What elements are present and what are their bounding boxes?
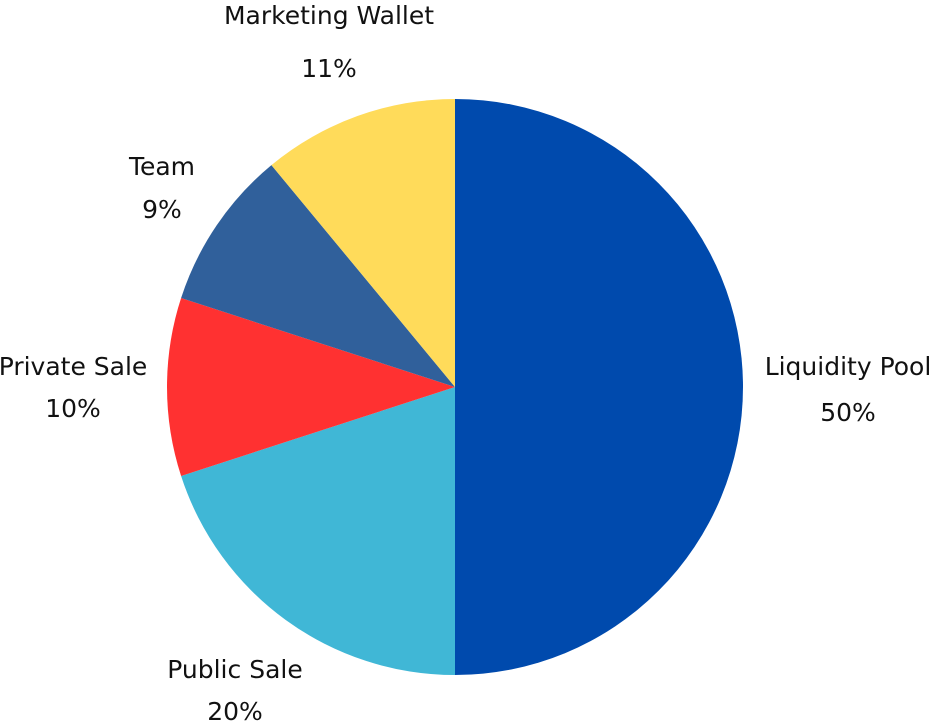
pie-slices (167, 99, 743, 675)
slice-label-liquidity-pool: Liquidity Pool (765, 352, 932, 381)
slice-value-marketing-wallet: 11% (301, 54, 357, 83)
slice-label-team: Team (128, 152, 195, 181)
slice-value-team: 9% (142, 195, 182, 224)
pie-slice-marketing-wallet (271, 99, 455, 387)
slice-label-marketing-wallet: Marketing Wallet (224, 1, 434, 30)
pie-slice-private-sale (167, 298, 455, 476)
slice-value-private-sale: 10% (45, 394, 101, 423)
slice-value-public-sale: 20% (207, 697, 263, 725)
pie-slice-team (181, 165, 455, 387)
pie-slice-public-sale (181, 387, 455, 675)
slice-label-public-sale: Public Sale (167, 655, 302, 684)
slice-value-liquidity-pool: 50% (820, 398, 876, 427)
slice-label-private-sale: Private Sale (0, 352, 147, 381)
pie-slice-liquidity-pool (455, 99, 743, 675)
